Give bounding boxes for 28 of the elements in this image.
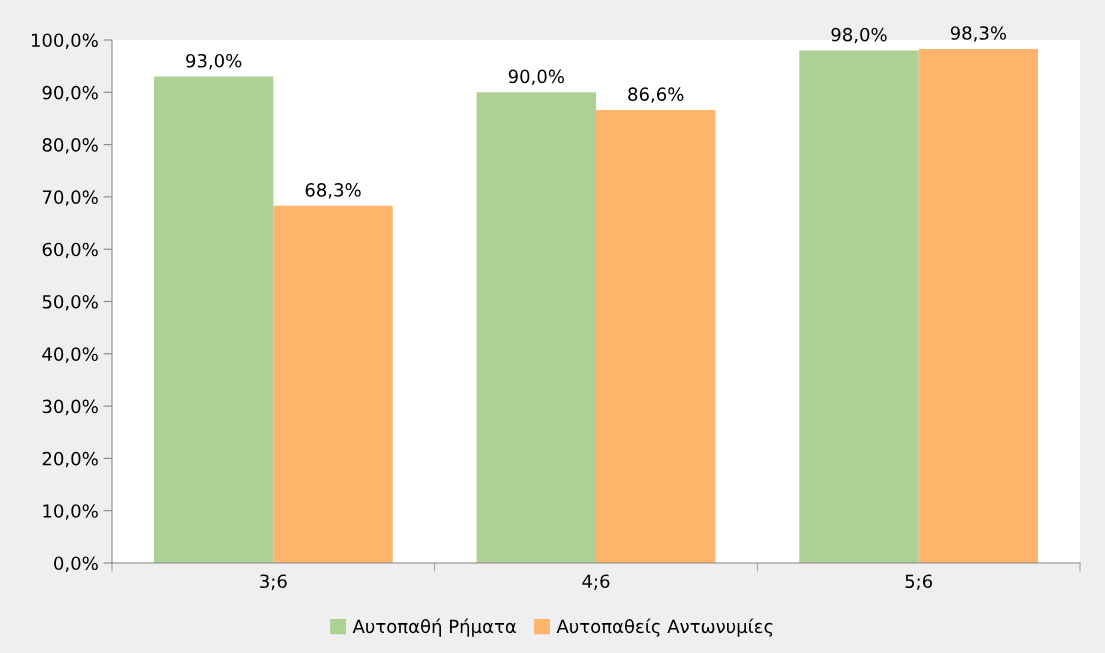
bar [273, 205, 393, 563]
data-label: 93,0% [186, 53, 242, 70]
y-tick-label: 40,0% [42, 347, 98, 363]
y-tick-label: 70,0% [42, 190, 98, 206]
y-tick-label: 80,0% [42, 138, 98, 154]
bar [153, 76, 274, 563]
y-tick-label: 20,0% [42, 451, 98, 468]
y-tick-label: 0,0% [54, 556, 98, 572]
x-tick-label: 4;6 [582, 574, 610, 590]
data-label: 98,0% [831, 27, 887, 44]
data-label: 68,3% [305, 183, 361, 199]
y-tick-label: 50,0% [42, 294, 98, 311]
data-label: 86,6% [628, 87, 684, 103]
x-tick-label: 5;6 [905, 574, 933, 590]
bar [799, 50, 919, 563]
bar [476, 92, 596, 563]
bar [596, 110, 716, 563]
y-tick-label: 60,0% [42, 242, 98, 259]
y-tick-label: 10,0% [43, 504, 98, 520]
legend-label: Αυτοπαθή Ρήματα [352, 618, 516, 637]
legend-label: Αυτοπαθείς Αντωνυμίες [556, 618, 773, 637]
data-label: 90,0% [508, 69, 564, 86]
y-tick-label: 90,0% [42, 85, 98, 102]
y-tick-label: 30,0% [42, 399, 98, 416]
y-tick-label: 100,0% [31, 33, 98, 49]
data-label: 98,3% [950, 26, 1007, 42]
x-tick-label: 3;6 [260, 574, 287, 590]
bar [918, 48, 1039, 563]
